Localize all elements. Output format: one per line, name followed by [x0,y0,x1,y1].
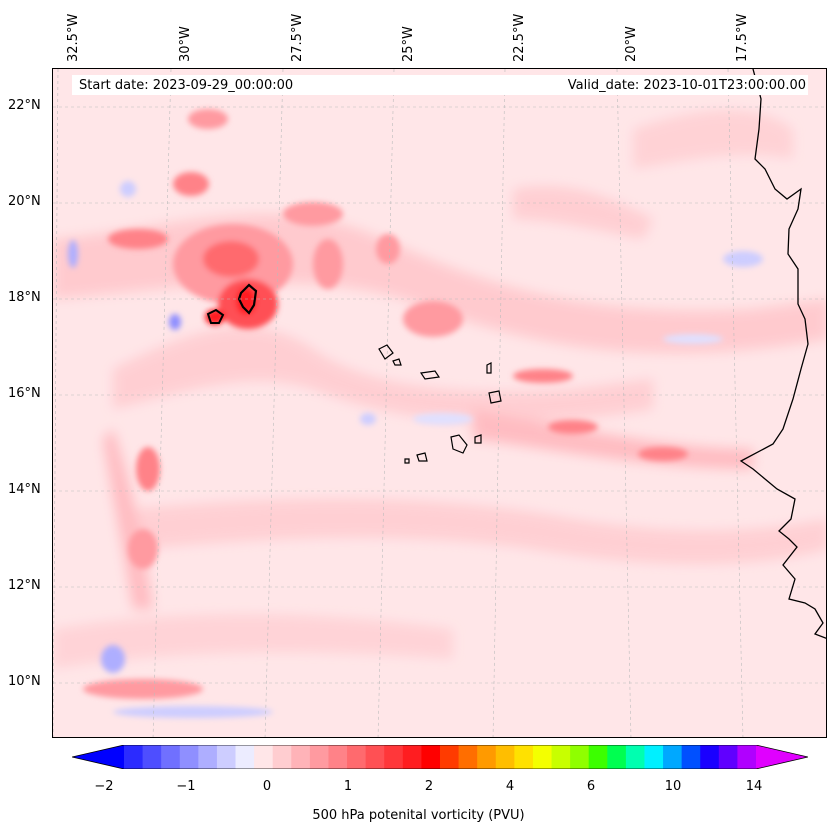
lat-label: 14°N [8,482,41,497]
colorbar-segment [663,745,683,769]
colorbar-segment [216,745,237,769]
colorbar-segment [551,745,571,769]
colorbar-tick-label: 2 [424,779,434,794]
colorbar-tick-label: 10 [664,779,682,794]
colorbar-over-arrow [756,745,808,769]
lon-label: 20°W [624,26,639,62]
colorbar-under-arrow [72,745,124,769]
pv-contour [206,308,225,324]
colorbar-segment [458,745,478,769]
vorticity-field [53,69,826,737]
colorbar-tick-label: 14 [745,779,763,794]
colorbar-segment [495,745,515,769]
lon-label: 30°W [178,26,193,62]
colorbar-segment [588,745,608,769]
colorbar-segment [607,745,627,769]
colorbar [72,745,808,769]
lon-label: 32.5°W [66,13,81,62]
colorbar-tick-label: 4 [505,779,515,794]
colorbar-segment [291,745,311,769]
colorbar-segment [124,745,144,769]
lat-label: 16°N [8,386,41,401]
colorbar-segment [440,745,460,769]
colorbar-segment [402,745,422,769]
colorbar-segment [532,745,553,769]
lat-label: 12°N [8,578,41,593]
lat-label: 18°N [8,290,41,305]
colorbar-segment [347,745,367,769]
colorbar-segment [384,745,404,769]
colorbar-segment [161,745,181,769]
colorbar-segment [365,745,385,769]
colorbar-tick-label: 0 [262,779,272,794]
colorbar-tick-label: −2 [94,779,114,794]
pv-contour [237,283,258,315]
start-date-label: Start date: 2023-09-29_00:00:00 [79,78,294,93]
lon-label: 27.5°W [290,13,305,62]
african-coastline [739,69,826,639]
colorbar-segment [644,745,664,769]
colorbar-segment [328,745,348,769]
colorbar-segment [514,745,534,769]
cape-verde-islands [378,344,502,464]
colorbar-segment [198,745,218,769]
colorbar-tick-label: 1 [343,779,353,794]
lon-label: 17.5°W [735,13,750,62]
lon-label: 22.5°W [512,13,527,62]
colorbar-segment [570,745,590,769]
colorbar-segment [477,745,497,769]
map-panel [52,68,827,738]
valid-date-label: Valid_date: 2023-10-01T23:00:00.00 [567,78,806,93]
lon-label: 25°W [401,26,416,62]
colorbar-tick-label: −1 [176,779,196,794]
colorbar-title: 500 hPa potenital vorticity (PVU) [312,808,525,823]
colorbar-segment [681,745,701,769]
colorbar-segment [309,745,329,769]
colorbar-segment [235,745,255,769]
colorbar-segment [700,745,720,769]
date-banner [72,75,808,95]
graticule [53,69,826,737]
colorbar-segment [179,745,199,769]
colorbar-segment [421,745,441,769]
colorbar-segment [625,745,645,769]
colorbar-segment [737,745,757,769]
lat-label: 20°N [8,194,41,209]
lat-label: 22°N [8,98,41,113]
colorbar-tick-label: 6 [586,779,596,794]
colorbar-segment [718,745,738,769]
colorbar-segment [254,745,274,769]
lat-label: 10°N [8,674,41,689]
colorbar-segment [142,745,162,769]
colorbar-segment [272,745,292,769]
